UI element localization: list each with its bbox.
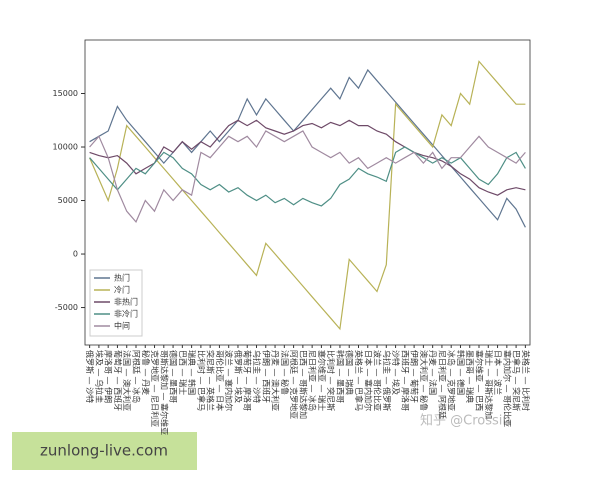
x-tick-label: 巴西 — 哥斯达黎加 <box>298 350 308 419</box>
x-tick-label: 韩国 — 墨西哥 <box>335 350 345 403</box>
x-tick-label: 墨西哥 — 瑞典 <box>465 350 475 403</box>
x-tick-label: 日本 — 波兰 <box>493 350 503 395</box>
legend-box <box>89 269 143 337</box>
x-tick-label: 伊朗 — 西班牙 <box>261 350 271 403</box>
x-tick-label: 丹麦 — 澳大利亚 <box>271 350 281 411</box>
x-tick-label: 阿根廷 — 克罗地亚 <box>289 350 299 419</box>
x-tick-label: 葡萄牙 — 西班牙 <box>113 350 123 411</box>
x-tick-label: 埃及 — 乌拉圭 <box>94 350 104 403</box>
x-tick-label: 哥斯达黎加 — 塞尔维亚 <box>159 350 169 435</box>
x-tick-label: 波兰 — 哥伦比亚 <box>373 350 383 411</box>
series-line <box>89 146 526 207</box>
x-tick-label: 瑞典 — 韩国 <box>187 350 197 395</box>
x-tick-label: 英格兰 — 比利时 <box>521 350 531 411</box>
x-tick-label: 摩洛哥 — 伊朗 <box>104 350 114 403</box>
x-tick-label: 俄罗斯 — 沙特 <box>85 350 95 403</box>
legend-label: 中间 <box>114 321 130 331</box>
y-tick-label: 15000 <box>53 89 78 98</box>
x-tick-label: 巴西 — 瑞士 <box>178 350 188 395</box>
x-tick-label: 澳大利亚 — 秘鲁 <box>419 350 429 411</box>
x-tick-label: 丹麦 — 法国 <box>428 350 438 395</box>
y-tick-label: 10000 <box>53 143 78 152</box>
y-tick-label: 0 <box>73 250 78 259</box>
x-tick-label: 沙特 — 埃及 <box>391 350 401 395</box>
legend-label: 非热门 <box>114 297 138 307</box>
plot-frame <box>84 39 531 346</box>
x-tick-label: 比利时 — 巴拿马 <box>196 350 206 411</box>
x-tick-label: 日本 — 塞内加尔 <box>363 350 373 411</box>
x-tick-label: 巴拿马 — 突尼斯 <box>512 350 522 411</box>
x-tick-label: 尼日利亚 — 冰岛 <box>308 350 318 411</box>
x-tick-label: 克罗地亚 — 尼日利亚 <box>150 350 160 427</box>
x-tick-label: 冰岛 — 克罗地亚 <box>447 350 457 411</box>
x-tick-label: 瑞士 — 哥斯达黎加 <box>484 350 494 419</box>
series-line <box>89 60 526 331</box>
legend-label: 冷门 <box>114 285 130 295</box>
x-tick-label: 西班牙 — 摩洛哥 <box>400 350 410 411</box>
x-tick-label: 尼日利亚 — 阿根廷 <box>437 350 447 419</box>
legend-label: 热门 <box>114 273 130 283</box>
x-tick-label: 塞尔维亚 — 巴西 <box>475 350 485 411</box>
x-tick-label: 伊朗 — 葡萄牙 <box>410 350 420 403</box>
credit: 知乎 @Crossin <box>420 413 511 429</box>
x-tick-label: 俄罗斯 — 埃及 <box>233 350 243 403</box>
x-tick-label: 乌拉圭 — 俄罗斯 <box>382 350 392 411</box>
x-tick-label: 突尼斯 — 英格兰 <box>206 350 216 411</box>
y-tick-label: 5000 <box>58 196 78 205</box>
x-tick-label: 塞尔维亚 — 瑞士 <box>317 350 327 411</box>
x-tick-label: 韩国 — 德国 <box>456 350 466 395</box>
x-tick-label: 哥伦比亚 — 日本 <box>215 350 225 411</box>
x-tick-label: 葡萄牙 — 摩洛哥 <box>243 350 253 411</box>
x-tick-label: 乌拉圭 — 沙特 <box>252 350 262 403</box>
x-tick-label: 德国 — 墨西哥 <box>169 350 179 403</box>
x-tick-label: 波兰 — 塞内加尔 <box>224 350 234 411</box>
x-tick-label: 德国 — 瑞典 <box>345 350 355 395</box>
x-tick-label: 秘鲁 — 丹麦 <box>141 350 151 395</box>
x-tick-label: 比利时 — 突尼斯 <box>326 350 336 411</box>
y-tick-label: -5000 <box>55 303 78 312</box>
watermark-box <box>12 432 197 470</box>
x-tick-label: 英格兰 — 巴拿马 <box>354 350 364 411</box>
x-tick-label: 阿根廷 — 冰岛 <box>131 350 141 403</box>
watermark: zunlong-live.com <box>40 442 168 460</box>
series-line <box>89 130 526 224</box>
x-tick-label: 塞内加尔 — 哥伦比亚 <box>502 350 512 427</box>
series-line <box>89 119 526 196</box>
x-tick-label: 法国 — 秘鲁 <box>280 350 290 395</box>
legend-label: 非冷门 <box>114 309 138 319</box>
x-tick-label: 法国 — 澳大利亚 <box>122 350 132 411</box>
